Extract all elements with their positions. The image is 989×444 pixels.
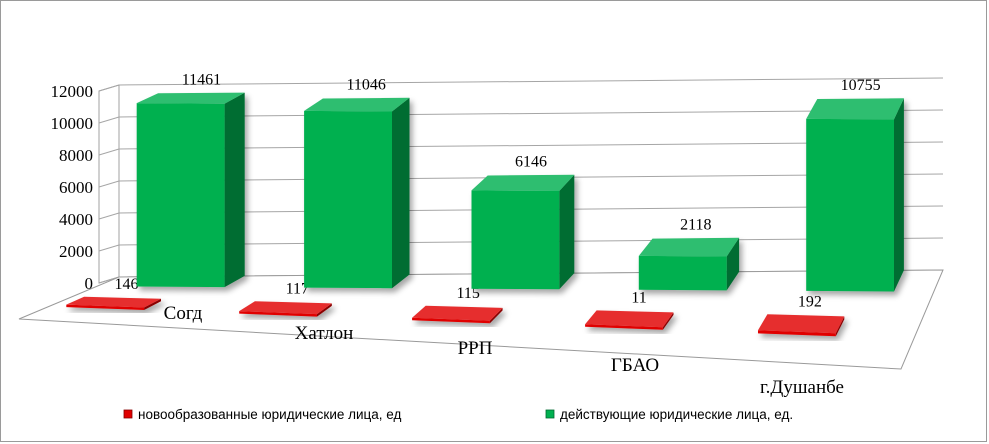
bar-active-0-side bbox=[224, 92, 245, 288]
bar-active-4-front bbox=[806, 118, 894, 292]
data-label-new-2: 115 bbox=[456, 285, 479, 302]
bar-new-0-front bbox=[66, 304, 145, 310]
bar-active-0-top bbox=[136, 92, 245, 104]
bar-active-0 bbox=[136, 92, 245, 288]
bar-new-1-top bbox=[239, 301, 332, 315]
gridline-left-10000 bbox=[98, 116, 120, 124]
x-axis-categories: Согд Хатлон РРП ГБАО г.Душанбе bbox=[164, 303, 844, 398]
bar-active-2-side bbox=[559, 174, 575, 290]
gridline-left-12000 bbox=[98, 84, 120, 92]
data-label-active-0: 11461 bbox=[182, 71, 221, 88]
data-label-new-3: 11 bbox=[631, 289, 646, 306]
bar-new-2 bbox=[412, 305, 503, 324]
bar-new-4 bbox=[758, 314, 845, 337]
bar-new-2-top bbox=[412, 305, 503, 321]
y-tick-label: 6000 bbox=[59, 178, 93, 197]
bar-new-2-side bbox=[489, 307, 503, 324]
data-label-new-1: 117 bbox=[286, 280, 309, 297]
gridline-left-8000 bbox=[98, 148, 120, 156]
data-label-active-2: 6146 bbox=[515, 154, 547, 171]
bar-new-3-front bbox=[585, 324, 663, 330]
bar-new-3-top bbox=[585, 310, 674, 328]
data-label-new-0: 146 bbox=[115, 276, 139, 293]
y-tick-label: 2000 bbox=[59, 242, 93, 261]
bar-new-1-side bbox=[317, 303, 332, 317]
bar-active-1-top bbox=[304, 97, 410, 112]
category-label-0: Согд bbox=[164, 303, 203, 324]
bar-new-4-front bbox=[758, 330, 836, 337]
gridline-left-6000 bbox=[98, 180, 120, 188]
category-label-3: ГБАО bbox=[611, 355, 659, 376]
category-label-4: г.Душанбе bbox=[760, 377, 844, 398]
bar-new-1-front bbox=[239, 311, 317, 317]
bar-new-0 bbox=[66, 296, 161, 310]
legend-label-1: действующие юридические лица, ед. bbox=[560, 407, 793, 422]
legend-swatch-0 bbox=[123, 409, 133, 419]
legend: новообразованные юридические лица, ед дей… bbox=[123, 407, 793, 422]
bar-active-2-top bbox=[471, 174, 575, 191]
y-tick-label: 10000 bbox=[51, 114, 94, 133]
bar-active-1-side bbox=[392, 97, 410, 289]
bar-active-2-front bbox=[471, 190, 560, 290]
bar-active-0-front bbox=[136, 103, 225, 288]
bar-active-1-front bbox=[304, 110, 392, 289]
bar-new-4-side bbox=[835, 316, 845, 337]
y-tick-label: 0 bbox=[85, 274, 94, 293]
bar-new-4-top bbox=[758, 314, 845, 334]
gridline-left-4000 bbox=[98, 212, 120, 220]
bar-active-4 bbox=[806, 98, 904, 292]
bar-new-3-side bbox=[662, 312, 674, 330]
data-label-active-1: 11046 bbox=[346, 77, 385, 94]
bar-active-3-side bbox=[726, 237, 740, 291]
bar-active-4-top bbox=[806, 98, 904, 120]
bar-new-0-side bbox=[144, 298, 161, 310]
bar-active-3-front bbox=[638, 255, 727, 291]
bar-new-3 bbox=[585, 310, 674, 330]
data-label-active-3: 2118 bbox=[680, 217, 711, 234]
data-label-active-4: 10755 bbox=[841, 77, 881, 94]
series-active-entities: 11461 11046 6146 2118 10755 bbox=[136, 71, 904, 292]
y-tick-label: 8000 bbox=[59, 146, 93, 165]
gridline-8000 bbox=[118, 141, 944, 150]
y-axis: 0 2000 4000 6000 8000 10000 12000 bbox=[51, 82, 94, 293]
bar-active-1 bbox=[304, 97, 410, 289]
bar-new-2-front bbox=[412, 317, 490, 324]
legend-swatch-1 bbox=[545, 409, 555, 419]
legend-label-0: новообразованные юридические лица, ед bbox=[138, 407, 402, 422]
bar-new-0-top bbox=[66, 296, 161, 308]
gridline-12000 bbox=[118, 77, 944, 86]
category-label-1: Хатлон bbox=[295, 323, 354, 344]
series-new-entities: 146 117 115 11 192 bbox=[66, 276, 845, 337]
bar-active-3 bbox=[638, 237, 740, 291]
bar-active-4-side bbox=[894, 98, 904, 292]
category-label-2: РРП bbox=[458, 338, 493, 359]
gridline-10000 bbox=[118, 109, 944, 118]
data-label-new-4: 192 bbox=[798, 293, 822, 310]
bar-active-2 bbox=[471, 174, 575, 290]
y-tick-label: 12000 bbox=[51, 82, 94, 101]
bar-active-3-top bbox=[638, 237, 740, 257]
bar-new-1 bbox=[239, 301, 332, 317]
gridline-left-2000 bbox=[98, 244, 120, 252]
y-tick-label: 4000 bbox=[59, 210, 93, 229]
